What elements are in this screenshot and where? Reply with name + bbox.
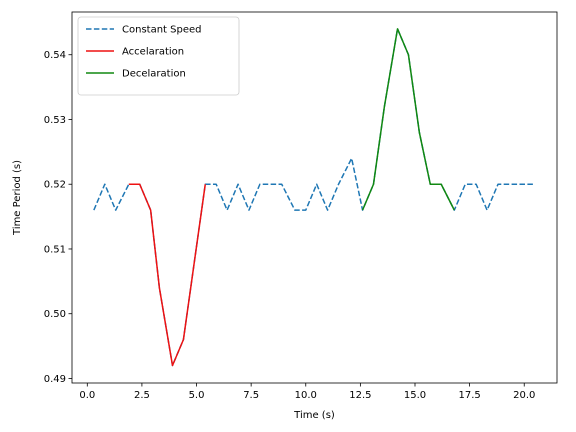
legend-label: Decelaration: [122, 69, 186, 80]
x-tick-label: 15.0: [404, 390, 426, 401]
series-line-1: [128, 183, 207, 367]
x-tick-label: 20.0: [513, 390, 535, 401]
legend-box: [77, 16, 240, 96]
ticks-layer: 0.0 2.5 5.0 7.5 10.0 12.5 15.0 17.5 20.0 0.49 0.50…: [44, 50, 536, 401]
series-line-2: [361, 28, 455, 211]
x-tick-label: 0.0: [79, 390, 95, 401]
x-tick-label: 7.5: [243, 390, 259, 401]
x-tick-label: 12.5: [349, 390, 371, 401]
legend: Constant Speed Accelaration Decelaration: [77, 16, 240, 96]
y-tick-label: 0.50: [44, 309, 66, 320]
x-tick-label: 5.0: [189, 390, 205, 401]
x-axis-title: Time (s): [293, 410, 335, 421]
legend-label: Accelaration: [122, 47, 184, 58]
y-axis-title: Time Period (s): [12, 160, 23, 236]
x-tick-label: 17.5: [458, 390, 480, 401]
series-layer: [93, 28, 533, 367]
x-tick-label: 2.5: [134, 390, 150, 401]
y-tick-label: 0.49: [44, 374, 66, 385]
y-tick-label: 0.54: [44, 50, 66, 61]
plot-frame: [71, 11, 558, 384]
y-tick-label: 0.52: [44, 180, 66, 191]
legend-label: Constant Speed: [122, 25, 201, 36]
y-tick-label: 0.51: [44, 244, 66, 255]
y-tick-label: 0.53: [44, 115, 66, 126]
x-tick-label: 10.0: [295, 390, 317, 401]
